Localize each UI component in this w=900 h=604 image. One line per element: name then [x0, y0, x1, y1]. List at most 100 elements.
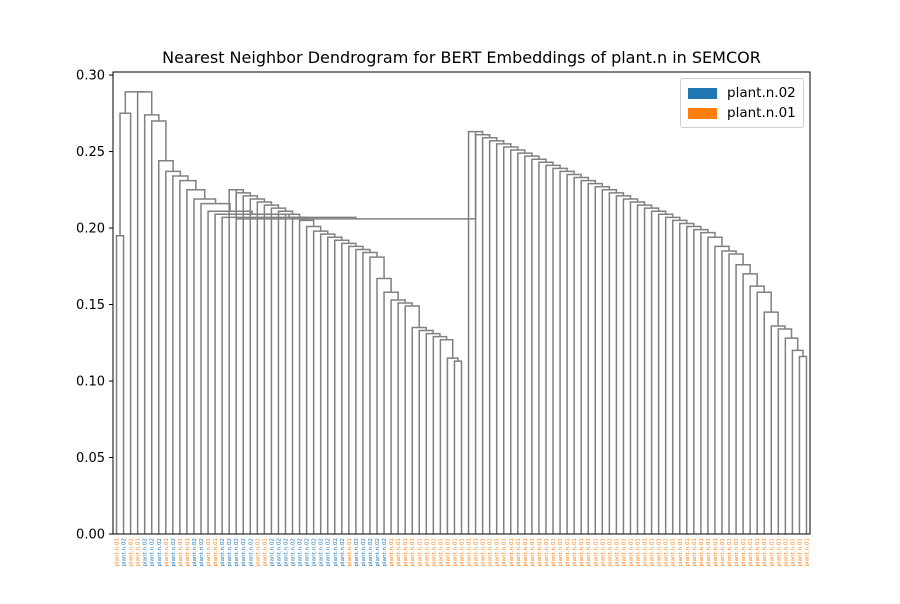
dendrogram-link — [214, 213, 290, 534]
leaf-label: plant.n.01 — [600, 538, 606, 567]
leaf-label: plant.n.02 — [375, 538, 381, 567]
dendrogram-link — [362, 251, 378, 534]
legend-label-plant-n-02: plant.n.02 — [727, 85, 796, 101]
dendrogram-link — [221, 216, 357, 534]
leaf-label: plant.n.01 — [643, 538, 649, 567]
legend: plant.n.02 plant.n.01 — [680, 78, 804, 128]
leaf-label: plant.n.02 — [234, 538, 240, 567]
dendrogram-link — [545, 164, 561, 534]
leaf-label: plant.n.01 — [783, 538, 789, 567]
dendrogram-link — [686, 225, 702, 534]
dendrogram-link — [277, 210, 294, 534]
dendrogram-link — [495, 143, 512, 534]
leaf-label: plant.n.01 — [657, 538, 663, 567]
leaf-label: plant.n.01 — [762, 538, 768, 567]
dendrogram-link — [453, 360, 463, 534]
leaf-label: plant.n.01 — [776, 538, 782, 567]
dendrogram-link — [735, 264, 751, 534]
dendrogram-link — [124, 91, 145, 114]
leaf-label: plant.n.02 — [276, 538, 282, 567]
dendrogram-link — [474, 133, 491, 534]
leaf-label: plant.n.01 — [206, 538, 212, 567]
leaf-label: plant.n.01 — [509, 538, 515, 567]
leaf-label: plant.n.01 — [614, 538, 620, 567]
legend-swatch-plant-n-02 — [688, 87, 717, 99]
dendrogram-link — [707, 236, 723, 534]
leaf-label: plant.n.01 — [628, 538, 634, 567]
leaf-label: plant.n.02 — [157, 538, 163, 567]
leaf-label: plant.n.01 — [544, 538, 550, 567]
leaf-label: plant.n.01 — [678, 538, 684, 567]
leaf-label: plant.n.02 — [312, 538, 318, 567]
leaf-label: plant.n.02 — [199, 538, 205, 567]
dendrogram-link — [355, 248, 371, 534]
dendrogram-links — [115, 91, 808, 534]
y-tick-label: 0.15 — [76, 298, 105, 313]
dendrogram-link — [777, 328, 793, 534]
leaf-label: plant.n.02 — [291, 538, 297, 567]
leaf-label: plant.n.01 — [438, 538, 444, 567]
leaf-label: plant.n.02 — [241, 538, 247, 567]
leaf-label: plant.n.01 — [734, 538, 740, 567]
leaf-label: plant.n.01 — [403, 538, 409, 567]
leaf-label: plant.n.01 — [424, 538, 430, 567]
legend-item-plant-n-02: plant.n.02 — [688, 84, 796, 102]
leaf-label: plant.n.01 — [474, 538, 480, 567]
dendrogram-link — [150, 120, 167, 534]
dendrogram-link — [439, 338, 454, 534]
leaf-label: plant.n.01 — [178, 538, 184, 567]
dendrogram-link — [650, 210, 667, 534]
leaf-label: plant.n.02 — [171, 538, 177, 567]
leaf-label: plant.n.01 — [396, 538, 402, 567]
dendrogram-link — [432, 335, 448, 534]
leaf-label: plant.n.01 — [495, 538, 501, 567]
leaf-label: plant.n.01 — [593, 538, 599, 567]
leaf-label: plant.n.01 — [636, 538, 642, 567]
leaf-label: plant.n.02 — [248, 538, 254, 567]
leaf-label: plant.n.01 — [692, 538, 698, 567]
dendrogram-link — [721, 250, 737, 534]
dendrogram-link — [467, 130, 484, 534]
leaf-label: plant.n.02 — [354, 538, 360, 567]
dendrogram-link — [791, 349, 804, 534]
leaf-label: plant.n.01 — [586, 538, 592, 567]
leaf-labels: plant.n.01 plant.n.02 plant.n.01 plant.n.01… — [115, 538, 811, 567]
leaf-label: plant.n.01 — [790, 538, 796, 567]
leaf-label: plant.n.02 — [340, 538, 346, 567]
leaf-label: plant.n.02 — [326, 538, 332, 567]
leaf-label: plant.n.01 — [706, 538, 712, 567]
leaf-label: plant.n.01 — [650, 538, 656, 567]
leaf-label: plant.n.02 — [382, 538, 388, 567]
leaf-label: plant.n.01 — [410, 538, 416, 567]
dendrogram-link — [242, 195, 259, 534]
leaf-label: plant.n.01 — [460, 538, 466, 567]
leaf-label: plant.n.01 — [713, 538, 719, 567]
leaf-label: plant.n.01 — [748, 538, 754, 567]
leaf-label: plant.n.01 — [488, 538, 494, 567]
legend-swatch-plant-n-01 — [688, 107, 717, 119]
dendrogram-link — [319, 233, 336, 534]
dendrogram-link — [411, 326, 427, 534]
leaf-label: plant.n.01 — [537, 538, 543, 567]
dendrogram-link — [798, 355, 808, 534]
leaf-label: plant.n.01 — [185, 538, 191, 567]
leaf-label: plant.n.02 — [143, 538, 149, 567]
dendrogram-link — [326, 236, 343, 534]
plot-frame — [112, 71, 811, 535]
y-tick-label: 0.10 — [76, 375, 105, 390]
dendrogram-link — [207, 210, 253, 534]
leaf-label: plant.n.02 — [269, 538, 275, 567]
leaf-label: plant.n.01 — [516, 538, 522, 567]
dendrogram-link — [249, 198, 266, 534]
leaf-label: plant.n.01 — [523, 538, 529, 567]
dendrogram-link — [115, 234, 125, 534]
dendrogram-link — [341, 242, 357, 534]
dendrogram-link — [404, 305, 420, 534]
dendrogram-link — [186, 189, 206, 534]
leaf-label: plant.n.01 — [502, 538, 508, 567]
leaf-label: plant.n.02 — [227, 538, 233, 567]
leaf-label: plant.n.01 — [607, 538, 613, 567]
leaf-label: plant.n.02 — [333, 538, 339, 567]
